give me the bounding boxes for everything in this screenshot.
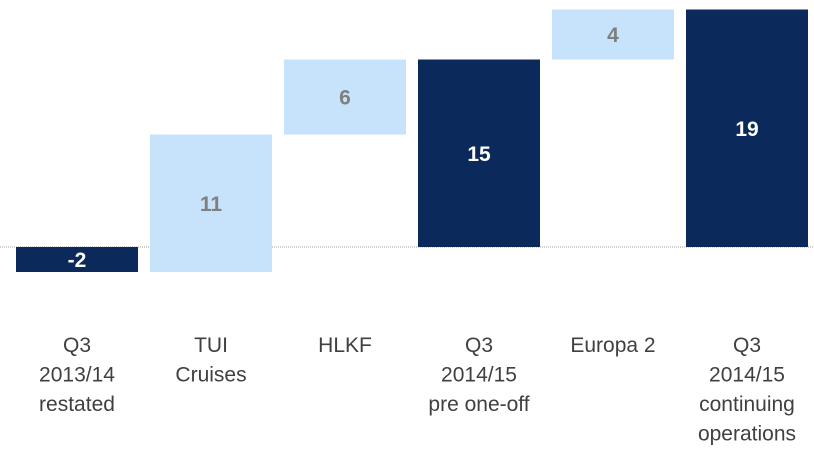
x-tick-label-line: Q3: [63, 334, 91, 357]
x-tick-label-line: operations: [698, 422, 796, 445]
value-label: 6: [339, 87, 351, 110]
x-tick-label-line: TUI: [194, 334, 228, 357]
value-label: 15: [467, 143, 491, 166]
x-tick-label-line: continuing: [699, 393, 795, 416]
x-tick-label-line: HLKF: [318, 334, 372, 357]
value-label: 4: [607, 24, 619, 47]
x-tick-label-line: 2013/14: [39, 363, 115, 386]
value-label: -2: [68, 249, 87, 272]
x-tick-label: HLKF: [318, 334, 372, 357]
x-tick-label-line: 2014/15: [709, 363, 785, 386]
x-tick-label-line: Europa 2: [570, 334, 655, 357]
value-label: 19: [735, 118, 758, 141]
x-tick-label: Q3 2014/15 continuing operations: [698, 334, 796, 446]
x-tick-label-line: restated: [39, 393, 115, 416]
bar: [552, 9, 674, 60]
x-tick-label-line: pre one-off: [428, 393, 529, 416]
x-tick-label-line: Q3: [465, 334, 493, 357]
x-tick-label-line: Q3: [733, 334, 761, 357]
bar: [284, 59, 406, 135]
x-tick-label: TUI Cruises: [175, 334, 246, 387]
value-label: 11: [200, 193, 223, 216]
x-tick-label: Europa 2: [570, 334, 655, 357]
x-tick-label: Q3 2013/14 restated: [39, 334, 115, 416]
x-tick-label-line: 2014/15: [441, 363, 517, 386]
x-tick-label: Q3 2014/15 pre one-off: [428, 334, 529, 416]
bar: [418, 59, 540, 247]
bar: [150, 134, 272, 272]
bar: [16, 247, 138, 272]
x-tick-label-line: Cruises: [175, 363, 246, 386]
bar: [686, 9, 808, 247]
